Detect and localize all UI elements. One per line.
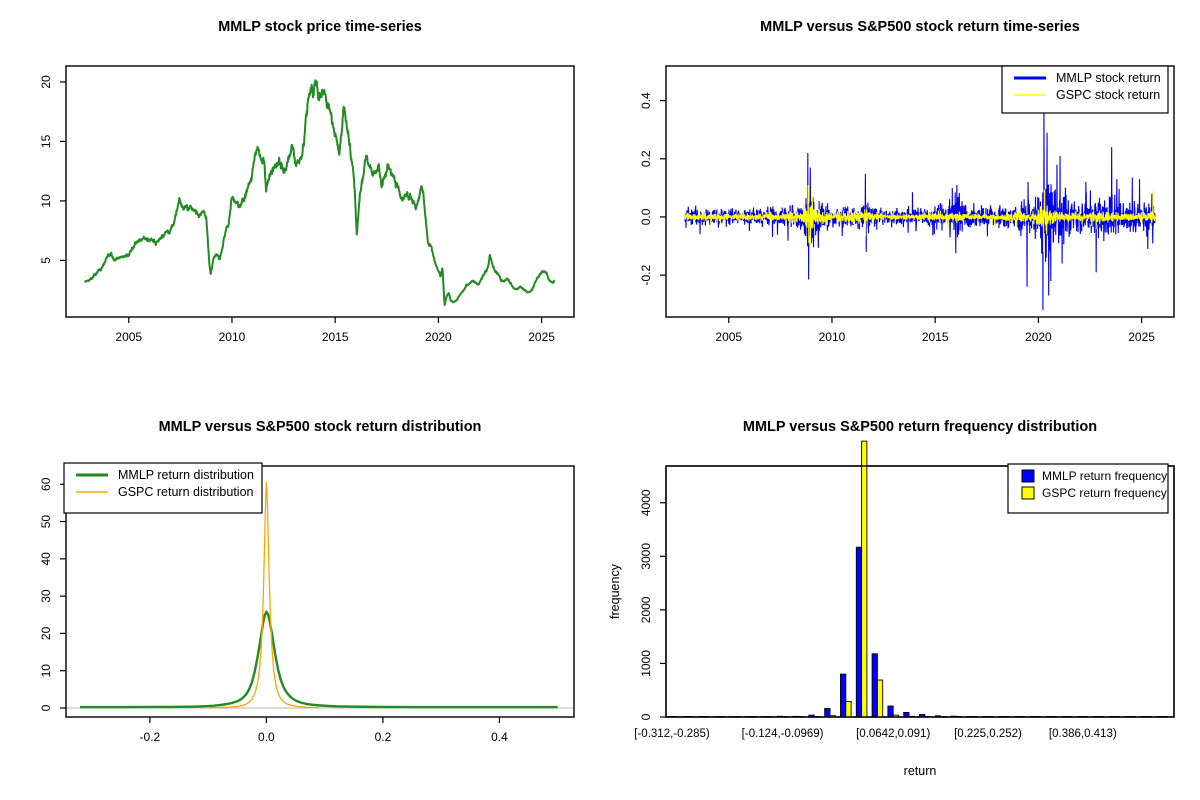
x-tick-label: 2020 <box>425 330 452 344</box>
y-tick-label: 0.4 <box>639 92 653 109</box>
y-tick-label: 50 <box>39 515 53 529</box>
plot-border <box>65 65 575 318</box>
mmlp-freq-bar <box>840 673 847 718</box>
legend-item-label: MMLP return frequency <box>1042 469 1167 483</box>
y-tick-label: 60 <box>39 477 53 491</box>
legend-item-label: GSPC return frequency <box>1042 486 1167 500</box>
legend-square-sample <box>1021 486 1035 500</box>
x-axis-title: return <box>904 764 937 778</box>
bin-interval-label: [-0.124,-0.0969) <box>742 728 824 740</box>
mmlp-freq-bar <box>855 546 863 718</box>
panel-title: MMLP versus S&P500 stock return distribu… <box>159 419 482 435</box>
bin-interval-label: [0.0642,0.091) <box>856 728 930 740</box>
price-chart-svg: MMLP stock price time-series 5 10 15 20 2005 2… <box>39 19 575 344</box>
legend-box <box>1001 65 1169 114</box>
y-tick-label: -0.2 <box>639 264 653 285</box>
legend-item-label: GSPC stock return <box>1056 88 1160 102</box>
y-tick-label: 4000 <box>639 489 653 516</box>
y-tick-label: 0 <box>639 713 653 720</box>
panel-return-timeseries: MMLP versus S&P500 stock return time-ser… <box>600 0 1200 400</box>
y-tick-label: 3000 <box>639 543 653 570</box>
return-series-path-1 <box>684 184 1156 252</box>
y-tick-label: 20 <box>39 75 53 89</box>
panel-return-frequency: MMLP versus S&P500 return frequency dist… <box>600 400 1200 800</box>
x-tick-label: 2020 <box>1025 330 1052 344</box>
bin-interval-label: [0.386,0.413) <box>1049 728 1117 740</box>
y-tick-label: 0.2 <box>639 150 653 167</box>
y-tick-label: 15 <box>39 134 53 148</box>
panel-title: MMLP versus S&P500 return frequency dist… <box>743 419 1097 435</box>
y-tick-label: 10 <box>39 664 53 678</box>
gspc-freq-bar <box>876 679 884 718</box>
legend-item-label: MMLP return distribution <box>118 468 254 482</box>
density-chart-svg: MMLP versus S&P500 stock return distribu… <box>39 419 575 744</box>
x-tick-label: 2005 <box>115 330 142 344</box>
y-tick-label: 0 <box>39 704 53 711</box>
return-series-path-0 <box>684 109 1156 311</box>
gspc-freq-bar <box>861 440 868 718</box>
x-tick-label: 2025 <box>1128 330 1155 344</box>
plot-border <box>665 465 1175 718</box>
panel-return-distribution: MMLP versus S&P500 stock return distribu… <box>0 400 600 800</box>
y-axis-title: frequency <box>608 563 622 619</box>
x-tick-label: -0.2 <box>140 730 161 744</box>
density-curve-1 <box>208 481 319 709</box>
y-tick-label: 1000 <box>639 650 653 677</box>
histogram-chart-svg: MMLP versus S&P500 return frequency dist… <box>608 419 1175 778</box>
mmlp-freq-bar <box>871 653 878 718</box>
x-tick-label: 0.0 <box>258 730 275 744</box>
legend-item-label: MMLP stock return <box>1056 71 1161 85</box>
price-series-path <box>84 79 556 307</box>
legend-square-sample <box>1021 469 1035 483</box>
returns-chart-svg: MMLP versus S&P500 stock return time-ser… <box>639 19 1175 344</box>
x-tick-label: 2025 <box>528 330 555 344</box>
x-tick-label: 0.4 <box>491 730 508 744</box>
panel-title: MMLP stock price time-series <box>218 19 422 35</box>
plot-border <box>665 65 1175 318</box>
y-tick-label: 0.0 <box>639 208 653 225</box>
mmlp-freq-bar <box>824 707 831 718</box>
y-tick-label: 10 <box>39 194 53 208</box>
x-tick-label: 2010 <box>219 330 246 344</box>
x-tick-label: 2015 <box>322 330 349 344</box>
y-tick-label: 20 <box>39 626 53 640</box>
x-tick-label: 2015 <box>922 330 949 344</box>
y-tick-label: 30 <box>39 589 53 603</box>
legend-box <box>1007 463 1169 514</box>
x-tick-label: 2005 <box>715 330 742 344</box>
y-tick-label: 2000 <box>639 596 653 623</box>
y-tick-label: 5 <box>39 257 53 264</box>
plot-border <box>65 465 575 718</box>
y-tick-label: 40 <box>39 552 53 566</box>
x-tick-label: 0.2 <box>375 730 392 744</box>
bin-interval-label: [-0.312,-0.285) <box>634 728 710 740</box>
mmlp-freq-bar <box>887 705 894 718</box>
panel-title: MMLP versus S&P500 stock return time-ser… <box>760 19 1080 35</box>
legend-box <box>63 462 263 514</box>
x-tick-label: 2010 <box>819 330 846 344</box>
density-curve-0 <box>79 610 558 709</box>
panel-price-timeseries: MMLP stock price time-series 5 10 15 20 2005 2… <box>0 0 600 400</box>
legend-item-label: GSPC return distribution <box>118 485 254 499</box>
gspc-freq-bar <box>845 701 852 718</box>
bin-interval-label: [0.225,0.252) <box>954 728 1022 740</box>
